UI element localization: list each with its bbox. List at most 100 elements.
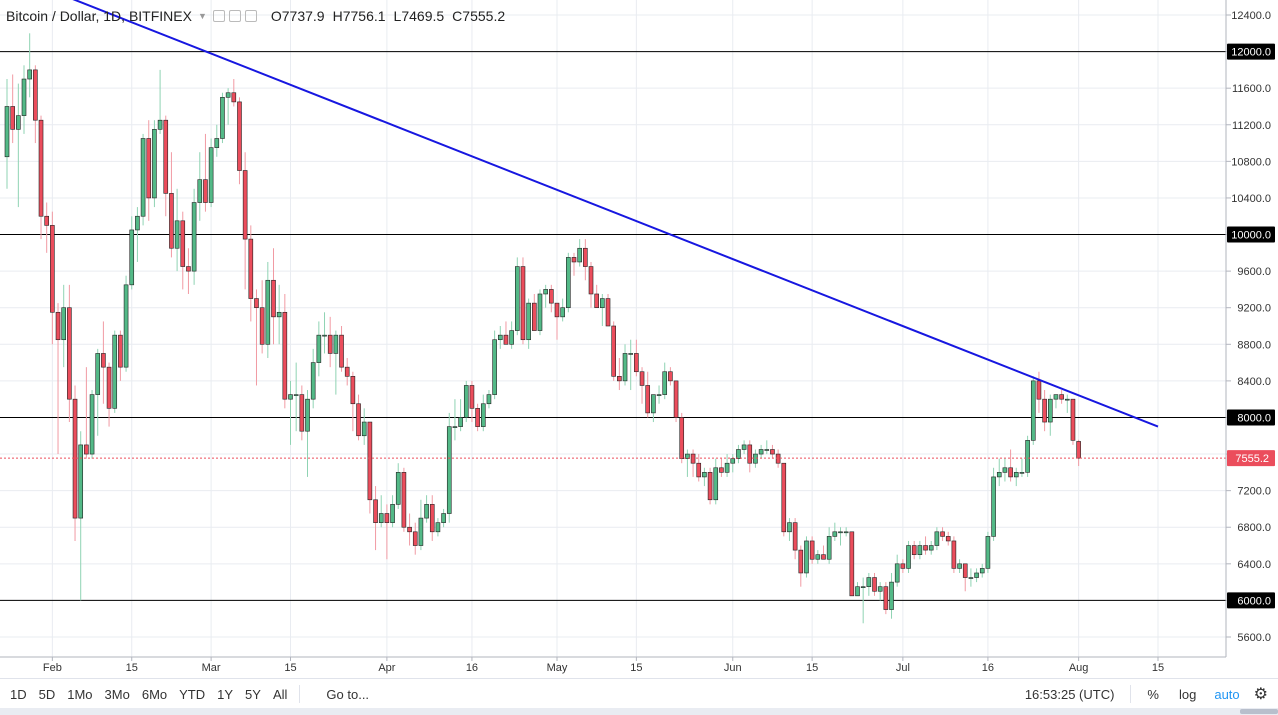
candle-down [384, 504, 390, 560]
range-ytd-button[interactable]: YTD [179, 686, 206, 702]
candle-up [514, 257, 520, 336]
candle-body [203, 179, 208, 203]
price-axis[interactable] [1226, 0, 1278, 657]
candle-down [668, 367, 673, 386]
scrollbar-thumb[interactable] [1240, 709, 1278, 714]
candle-body [123, 284, 129, 368]
candle-down [271, 248, 276, 345]
candle-up [991, 467, 996, 541]
candle-down [412, 522, 418, 555]
candle-up [1053, 394, 1059, 409]
candle-up [787, 518, 792, 541]
candle-down [10, 74, 15, 144]
range-5y-button[interactable]: 5Y [245, 686, 261, 702]
candle-down [520, 257, 526, 345]
candle-up [628, 339, 634, 391]
candle-body [271, 279, 276, 318]
candle-down [945, 531, 951, 546]
chevron-down-icon[interactable]: ▼ [197, 11, 207, 21]
candle-body [242, 170, 248, 240]
candle-body [1025, 440, 1030, 473]
candle-body [259, 307, 265, 345]
candle-up [889, 572, 894, 619]
candle-up [463, 380, 469, 423]
range-3mo-button[interactable]: 3Mo [104, 686, 130, 702]
candle-body [237, 101, 242, 171]
ohlc-close-value: 7555.2 [462, 8, 506, 24]
candle-body [764, 449, 770, 451]
candle-up [140, 133, 146, 226]
candle-body [758, 449, 764, 455]
candle-body [322, 334, 327, 337]
candle-up [543, 284, 548, 308]
candle-up [458, 399, 463, 432]
last-price-tag-label: 7555.2 [1235, 453, 1269, 465]
percent-scale-button[interactable]: % [1147, 686, 1159, 702]
range-1mo-button[interactable]: 1Mo [67, 686, 93, 702]
range-6mo-button[interactable]: 6Mo [141, 686, 168, 702]
candle-body [429, 504, 435, 533]
auto-scale-button[interactable]: auto [1214, 686, 1240, 702]
trendline[interactable] [30, 0, 1159, 428]
candle-down [118, 330, 123, 381]
horizontal-scrollbar[interactable] [0, 708, 1278, 715]
candle-body [1030, 380, 1036, 441]
x-tick-label: Jun [724, 662, 742, 674]
candle-body [475, 408, 480, 427]
candle-body [520, 266, 526, 341]
candle-down [849, 531, 855, 597]
candle-body [152, 129, 157, 199]
close-small-icon[interactable] [244, 10, 257, 22]
candle-up [435, 518, 441, 537]
candle-body [583, 247, 588, 267]
candle-down [639, 367, 645, 404]
candle-up [1047, 394, 1053, 436]
candle-body [135, 215, 140, 231]
candle-body [509, 330, 514, 345]
go-to-button[interactable]: Go to... [326, 686, 370, 702]
candle-up [208, 138, 214, 208]
x-tick-label: May [547, 662, 568, 674]
candle-down [747, 440, 753, 473]
candle-up [361, 408, 367, 445]
utc-clock[interactable]: 16:53:25 (UTC) [1024, 686, 1115, 702]
candle-down [401, 467, 407, 532]
level-price-tag: 12000.0 [1227, 43, 1275, 60]
range-all-button[interactable]: All [272, 686, 288, 702]
level-tag-label: 8000.0 [1237, 412, 1271, 424]
candle-down [798, 545, 804, 587]
toolbar-divider [1130, 685, 1132, 703]
range-1y-button[interactable]: 1Y [217, 686, 234, 702]
candle-up [843, 527, 849, 537]
log-scale-button[interactable]: log [1178, 686, 1197, 702]
candle-body [707, 472, 713, 501]
candle-down [242, 152, 248, 290]
candle-up [832, 522, 838, 541]
candle-down [231, 79, 237, 107]
candle-up [78, 431, 84, 601]
candle-up [497, 326, 503, 349]
candle-down [1036, 371, 1042, 413]
candle-up [894, 554, 900, 587]
candle-down [475, 403, 480, 432]
candle-up [390, 495, 395, 528]
candle-body [16, 115, 21, 130]
price-chart[interactable]: 5600.06000.06400.06800.07200.07600.08000… [0, 0, 1278, 678]
x-tick-label: 15 [1152, 662, 1164, 674]
candle-body [617, 376, 622, 382]
candle-down [923, 536, 928, 555]
candle-body [503, 334, 509, 345]
candle-body [866, 577, 872, 587]
settings-small-icon[interactable] [228, 10, 241, 22]
gear-icon[interactable]: ⚙ [1253, 686, 1268, 703]
candle-down [1059, 390, 1064, 404]
range-5d-button[interactable]: 5D [38, 686, 56, 702]
y-tick-label: 11200.0 [1232, 120, 1271, 132]
candle-body [378, 513, 384, 523]
candle-up [452, 399, 458, 441]
candle-body [588, 266, 594, 295]
eye-icon[interactable] [212, 10, 225, 22]
range-1d-button[interactable]: 1D [10, 686, 27, 702]
symbol-title[interactable]: Bitcoin / Dollar, 1D, BITFINEX [6, 8, 192, 24]
candle-up [129, 216, 135, 290]
